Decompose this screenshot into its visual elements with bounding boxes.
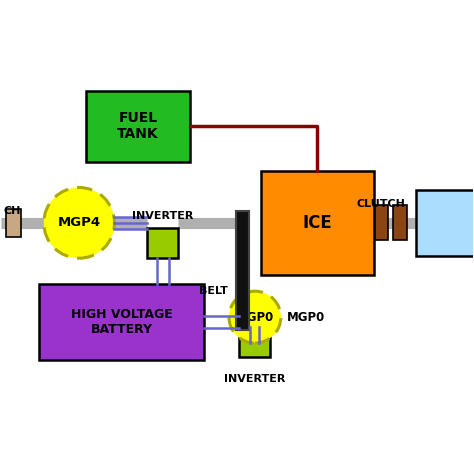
Text: FUEL
TANK: FUEL TANK <box>117 111 159 141</box>
Circle shape <box>44 188 115 258</box>
Text: ICE: ICE <box>302 214 332 232</box>
FancyBboxPatch shape <box>374 205 388 240</box>
Text: MGP0: MGP0 <box>236 310 274 324</box>
Text: INVERTER: INVERTER <box>224 374 286 383</box>
FancyBboxPatch shape <box>239 327 270 357</box>
FancyBboxPatch shape <box>416 190 474 256</box>
Text: MGP4: MGP4 <box>57 216 100 229</box>
FancyBboxPatch shape <box>147 228 178 258</box>
Text: BELT: BELT <box>199 286 228 296</box>
FancyBboxPatch shape <box>393 205 407 240</box>
Text: INVERTER: INVERTER <box>132 210 194 220</box>
Text: CH: CH <box>4 206 21 216</box>
Circle shape <box>229 291 281 343</box>
FancyBboxPatch shape <box>6 209 21 237</box>
Text: MGP0: MGP0 <box>286 310 325 324</box>
FancyBboxPatch shape <box>236 211 249 330</box>
FancyBboxPatch shape <box>261 171 374 275</box>
Text: HIGH VOLTAGE
BATTERY: HIGH VOLTAGE BATTERY <box>71 308 173 336</box>
Text: CLUTCH: CLUTCH <box>356 199 405 209</box>
FancyBboxPatch shape <box>39 284 204 359</box>
FancyBboxPatch shape <box>86 91 190 162</box>
